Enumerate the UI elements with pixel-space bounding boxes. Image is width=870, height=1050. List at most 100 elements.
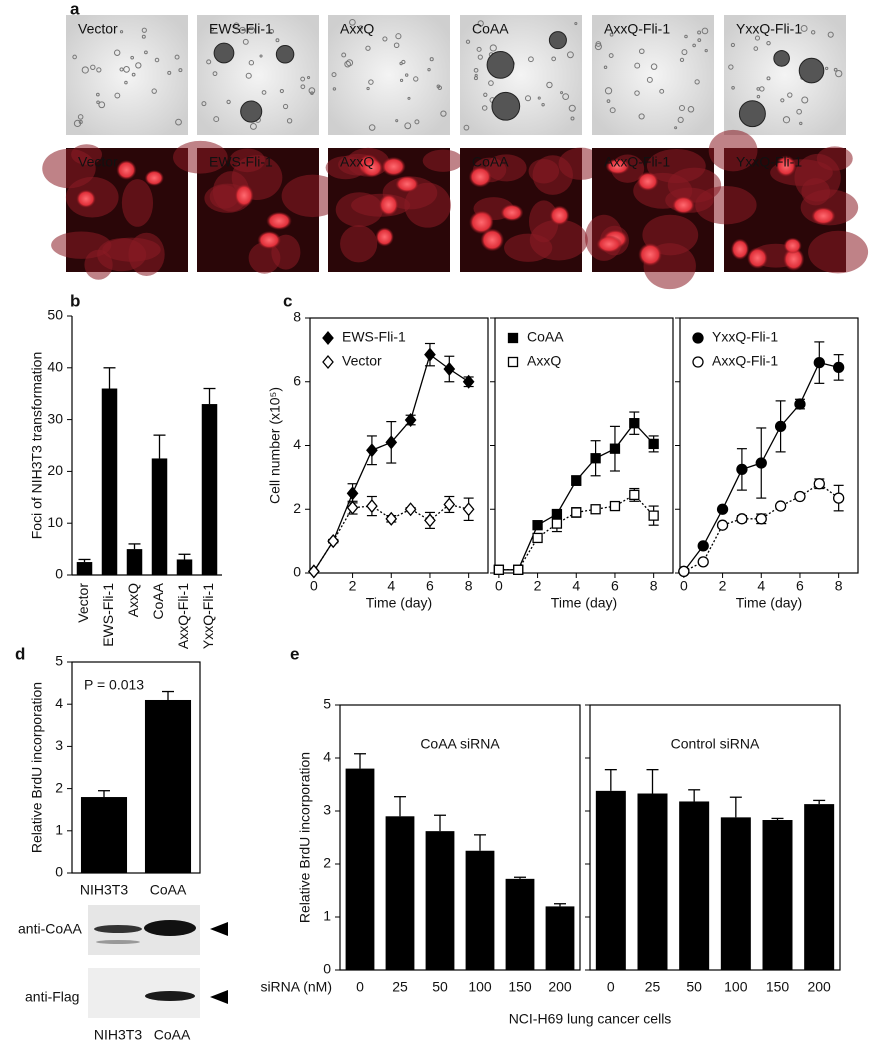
- cell: [135, 62, 142, 69]
- colony: [548, 31, 567, 50]
- marker: [424, 347, 436, 362]
- legend-marker: [322, 354, 334, 370]
- arrowhead: [210, 990, 228, 1004]
- cell: [366, 86, 370, 91]
- bar: [385, 816, 415, 970]
- micrograph-label: AxxQ: [340, 21, 374, 37]
- x-tick-label: 150: [766, 979, 790, 995]
- marker: [493, 564, 505, 575]
- bar: [505, 878, 535, 970]
- x-tick-label: 0: [495, 578, 503, 594]
- y-tick-label: 2: [55, 779, 63, 795]
- legend-label: YxxQ-Fli-1: [712, 329, 778, 345]
- arrowhead: [210, 922, 228, 936]
- cell: [731, 85, 735, 90]
- nucleus: [783, 247, 805, 272]
- cell: [308, 87, 316, 94]
- marker: [404, 502, 417, 517]
- x-tick-label: 200: [548, 979, 572, 995]
- y-tick-label: 4: [293, 436, 301, 452]
- marker: [385, 511, 398, 526]
- cell: [261, 90, 267, 95]
- marker: [794, 398, 806, 410]
- nucleus: [636, 171, 659, 192]
- cell: [399, 78, 404, 82]
- bar: [720, 817, 751, 970]
- cell: [756, 94, 761, 99]
- marker: [648, 438, 659, 450]
- marker: [813, 478, 825, 490]
- marker: [532, 532, 543, 544]
- x-tick-label: 25: [645, 979, 661, 995]
- bar: [144, 699, 192, 873]
- cell: [206, 59, 212, 65]
- marker: [366, 499, 378, 514]
- micrograph-label: EWS-Fli-1: [209, 21, 273, 37]
- cell: [528, 56, 534, 63]
- cell: [213, 116, 220, 123]
- chart: 0 1 2 3 4 5 Relative BrdU incorporation P = 0.0…: [29, 653, 201, 898]
- marker: [462, 502, 475, 517]
- cell: [560, 91, 564, 95]
- cell: [474, 73, 478, 77]
- cell: [130, 55, 135, 60]
- micrograph-label: CoAA: [472, 154, 509, 170]
- legend-marker: [692, 356, 704, 368]
- cell: [124, 80, 128, 85]
- cell: [827, 31, 834, 38]
- nucleus: [144, 169, 164, 186]
- marker: [571, 475, 582, 486]
- cell: [679, 57, 685, 63]
- cell: [144, 50, 148, 55]
- cell: [114, 92, 121, 99]
- cell: [606, 99, 611, 103]
- cell: [72, 54, 77, 60]
- cell: [608, 53, 614, 58]
- y-tick-label: 5: [55, 653, 63, 669]
- cell: [331, 72, 337, 78]
- cell: [96, 100, 100, 105]
- chart: 0 1 2 3 4 5 Relative BrdU incorporation CoAA si…: [260, 696, 671, 1027]
- cell: [413, 76, 419, 82]
- micrograph-label: AxxQ-Fli-1: [604, 21, 670, 37]
- x-tick-label: Vector: [75, 583, 91, 623]
- x-tick-label: 6: [796, 578, 804, 594]
- cell: [730, 42, 736, 48]
- colony: [486, 51, 515, 79]
- cytoplasm: [121, 179, 154, 227]
- legend-label: Vector: [342, 353, 382, 369]
- x-tick-label: 0: [607, 979, 615, 995]
- x-axis-label: NCI-H69 lung cancer cells: [509, 1011, 672, 1027]
- cell: [681, 49, 688, 56]
- micrograph-label: Vector: [78, 154, 118, 170]
- marker: [346, 500, 359, 515]
- marker: [833, 361, 845, 374]
- cell: [300, 76, 306, 82]
- cell: [766, 40, 771, 46]
- cell: [489, 44, 497, 52]
- cell: [476, 46, 482, 52]
- chart: 0 2 4 6 8 Time (day) CoAA AxxQ: [490, 317, 674, 611]
- marker: [813, 356, 825, 369]
- cell: [800, 25, 808, 32]
- micrograph: [592, 15, 714, 135]
- cell: [226, 99, 231, 105]
- x-tick-label: 100: [468, 979, 492, 995]
- plot-frame: [589, 704, 841, 971]
- y-tick-label: 0: [323, 961, 331, 977]
- colony: [798, 57, 825, 84]
- marker: [571, 507, 582, 518]
- cell: [704, 48, 708, 53]
- cell: [427, 67, 431, 72]
- chart-title: Control siRNA: [671, 736, 760, 752]
- x-tick-label: 8: [835, 578, 843, 594]
- cell: [687, 106, 695, 113]
- cell: [77, 114, 84, 120]
- bar: [101, 388, 118, 575]
- bar: [201, 404, 218, 575]
- cell: [603, 65, 608, 70]
- legend-marker: [692, 332, 704, 344]
- nucleus: [811, 206, 836, 225]
- x-tick-label: 200: [807, 979, 831, 995]
- y-tick-label: 4: [55, 695, 63, 711]
